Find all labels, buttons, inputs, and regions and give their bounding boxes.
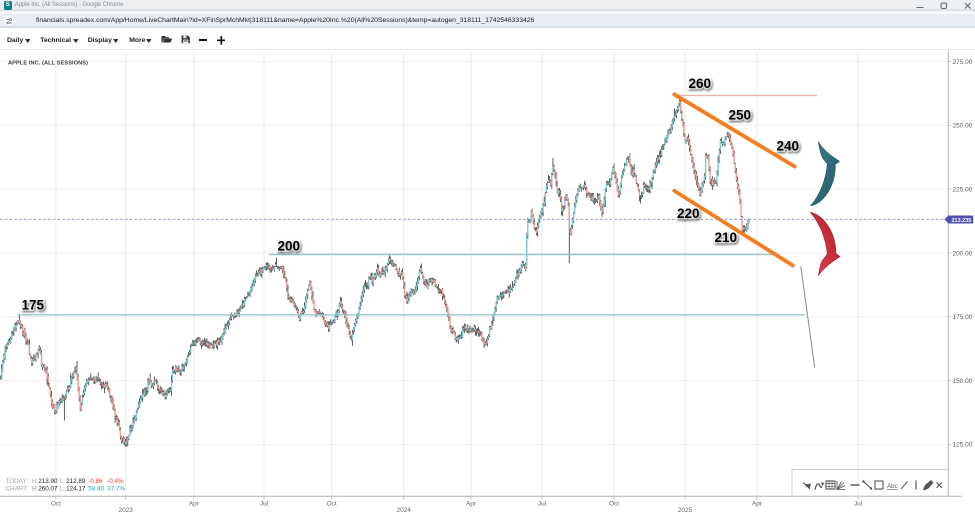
svg-text:150.00: 150.00 [953, 378, 973, 385]
svg-text:2024: 2024 [396, 507, 411, 514]
svg-text:212.89: 212.89 [66, 478, 86, 485]
svg-text:37.7%: 37.7% [107, 486, 125, 493]
svg-text:200: 200 [278, 238, 301, 253]
svg-text:Apr: Apr [466, 500, 477, 507]
svg-text:Apr: Apr [189, 500, 200, 507]
svg-text:-0.86: -0.86 [88, 478, 103, 485]
svg-text:213.90: 213.90 [38, 478, 58, 485]
svg-text:L:: L: [60, 486, 66, 493]
svg-text:220: 220 [677, 206, 700, 221]
svg-text:250: 250 [729, 107, 752, 122]
svg-text:Jul: Jul [854, 500, 863, 507]
svg-text:Apr: Apr [752, 500, 763, 507]
svg-text:Jul: Jul [260, 500, 269, 507]
svg-text:Abc: Abc [887, 483, 898, 490]
svg-text:H:: H: [32, 486, 39, 493]
svg-text:58.40: 58.40 [88, 486, 104, 493]
svg-text:260: 260 [689, 76, 712, 91]
svg-text:APPLE INC. (ALL SESSIONS): APPLE INC. (ALL SESSIONS) [8, 60, 88, 66]
svg-text:125.00: 125.00 [953, 442, 973, 449]
svg-text:225.00: 225.00 [953, 186, 973, 193]
svg-text:240: 240 [777, 139, 800, 154]
svg-text:250.00: 250.00 [953, 123, 973, 130]
svg-text:175: 175 [22, 297, 45, 312]
svg-text:H:: H: [32, 478, 39, 485]
svg-text:CHART:: CHART: [6, 486, 29, 493]
svg-text:Oct: Oct [51, 500, 61, 507]
svg-text:200.00: 200.00 [953, 250, 973, 257]
svg-text:213.235: 213.235 [952, 218, 972, 224]
svg-text:Oct: Oct [327, 500, 337, 507]
svg-text:275.00: 275.00 [953, 59, 973, 66]
svg-text:TODAY:: TODAY: [6, 478, 29, 485]
svg-text:124.17: 124.17 [66, 486, 86, 493]
svg-text:175.00: 175.00 [953, 314, 973, 321]
svg-text:260.07: 260.07 [38, 486, 58, 493]
svg-text:Jul: Jul [538, 500, 547, 507]
svg-text:-0.4%: -0.4% [107, 478, 124, 485]
svg-text:Oct: Oct [609, 500, 619, 507]
svg-text:210: 210 [715, 230, 738, 245]
svg-text:2023: 2023 [118, 507, 133, 514]
svg-text:L:: L: [60, 478, 66, 485]
svg-text:2025: 2025 [678, 507, 693, 514]
